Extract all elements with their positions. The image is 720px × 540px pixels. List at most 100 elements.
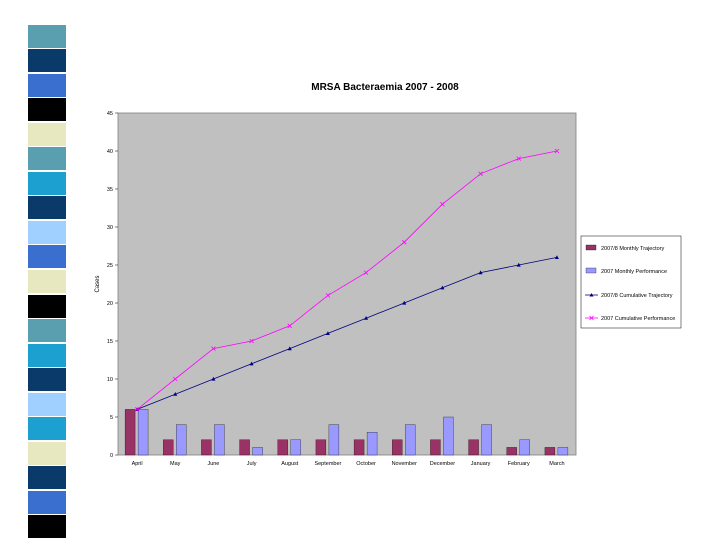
legend-marker [589,315,594,321]
bar-monthly-performance [214,424,225,456]
bar-monthly-performance [405,424,416,456]
bar-monthly-trajectory [163,439,174,456]
bar-monthly-performance [252,447,263,456]
decorative-side-stripe [28,0,66,540]
y-tick-label: 15 [107,339,113,345]
marker-cumulative-trajectory [516,262,521,267]
chart-title: MRSA Bacteraemia 2007 - 2008 [311,82,459,93]
bar-monthly-trajectory [468,439,479,456]
stripe-block [28,98,66,122]
stripe-block [28,466,66,490]
marker-cumulative-trajectory [249,361,254,366]
stripe-block [28,294,66,318]
marker-cumulative-performance [325,293,331,298]
bar-series [124,409,569,456]
bar-monthly-trajectory [239,439,250,456]
bar-monthly-trajectory [201,439,212,456]
marker-cumulative-performance [287,323,293,329]
bar-monthly-performance [519,439,530,456]
stripe-block [28,441,66,465]
x-tick-label: April [132,461,143,467]
y-tick-label: 35 [107,187,113,193]
stripe-block [28,245,66,269]
stripe-block [28,196,66,220]
marker-cumulative-performance [363,270,369,275]
bar-monthly-trajectory [506,447,517,456]
bar-monthly-performance [137,409,149,456]
marker-cumulative-trajectory [211,376,216,381]
bar-monthly-trajectory [315,439,327,456]
bar-monthly-trajectory [277,439,288,456]
x-tick-label: July [247,461,257,467]
marker-cumulative-trajectory [364,316,369,320]
bar-monthly-performance [290,439,301,456]
stripe-block [28,417,66,441]
marker-cumulative-performance [401,239,407,245]
marker-cumulative-trajectory [287,346,292,351]
stripe-block [28,270,66,294]
marker-cumulative-trajectory [325,331,330,335]
bar-monthly-trajectory [430,439,441,456]
bar-monthly-trajectory [124,409,136,456]
x-tick-label: January [471,461,491,467]
x-tick-label: June [207,461,219,467]
bar-monthly-performance [366,432,378,456]
y-axis: 0 5 10 15 20 25 30 35 40 45 [107,111,118,459]
legend-swatch [585,267,597,274]
marker-cumulative-performance [440,201,445,207]
stripe-block [28,0,66,24]
y-tick-label: 45 [107,111,113,117]
legend-label: 2007/8 Cumulative Trajectory [601,293,673,299]
stripe-block [28,171,66,195]
legend-label: 2007 Monthly Performance [601,269,667,275]
y-tick-label: 25 [107,263,113,269]
marker-cumulative-performance [211,346,216,351]
legend [580,235,682,329]
marker-cumulative-trajectory [554,255,559,259]
stripe-block [28,73,66,97]
bar-monthly-performance [176,424,187,456]
y-tick-label: 10 [107,377,113,383]
stripe-block [28,49,66,73]
x-tick-label: August [281,461,299,467]
y-tick-label: 20 [107,301,113,307]
x-axis: April May June July August September October No… [132,461,565,467]
x-tick-label: March [549,461,564,467]
y-tick-label: 5 [110,415,113,421]
marker-cumulative-performance [516,156,522,161]
bar-monthly-performance [443,416,454,456]
legend-label: 2007 Cumulative Performance [601,316,675,322]
bar-monthly-performance [328,424,340,456]
y-tick-label: 0 [110,453,113,459]
marker-cumulative-performance [172,376,178,382]
y-tick-label: 40 [107,149,113,155]
stripe-block [28,147,66,171]
stripe-block [28,368,66,392]
marker-cumulative-performance [554,148,560,154]
legend-swatch [585,244,597,251]
line-series [134,148,560,412]
marker-cumulative-trajectory [440,285,445,290]
x-tick-label: May [170,461,181,467]
legend-entries: 2007/8 Monthly Trajectory 2007 Monthly Pe… [585,244,675,322]
stripe-block [28,343,66,367]
stripe-block [28,490,66,514]
bar-monthly-trajectory [353,439,365,456]
x-tick-label: September [314,461,341,467]
bar-monthly-performance [557,447,569,456]
x-tick-label: October [356,461,376,467]
marker-cumulative-trajectory [402,300,407,305]
marker-cumulative-performance [478,171,483,177]
bar-monthly-trajectory [392,439,403,456]
marker-cumulative-trajectory [478,270,483,275]
stripe-block [28,220,66,244]
stripe-block [28,392,66,416]
stripe-block [28,515,66,539]
x-tick-label: February [508,461,530,467]
legend-label: 2007/8 Monthly Trajectory [601,246,665,252]
bar-monthly-trajectory [544,447,556,456]
x-tick-label: November [392,461,418,467]
line-cumulative-trajectory [136,257,557,410]
marker-cumulative-trajectory [173,392,178,396]
